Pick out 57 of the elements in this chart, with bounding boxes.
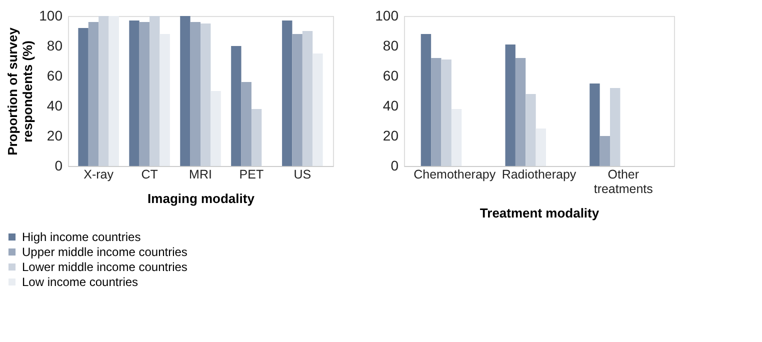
y-tick-label: 60 xyxy=(382,68,399,84)
bar xyxy=(251,109,262,166)
legend-label: Upper middle income countries xyxy=(22,245,188,259)
bar xyxy=(129,20,140,166)
y-tick-label: 80 xyxy=(382,38,399,54)
y-tick-label: 0 xyxy=(54,158,63,174)
bar xyxy=(231,46,242,166)
y-tick-label: 40 xyxy=(46,98,63,114)
bar xyxy=(505,44,516,166)
bar xyxy=(536,128,546,166)
x-tick-label: Chemotherapy xyxy=(414,168,496,182)
bar xyxy=(610,88,620,166)
bar xyxy=(302,31,313,166)
y-tick-label: 20 xyxy=(46,128,63,144)
bar xyxy=(108,16,119,166)
bar xyxy=(312,54,323,166)
bar xyxy=(200,24,211,166)
x-tick-label: Radiotherapy xyxy=(502,168,577,182)
bar xyxy=(282,20,292,166)
y-tick-label: 20 xyxy=(382,128,399,144)
x-tick-label: CT xyxy=(141,168,158,182)
y-tick-label: 40 xyxy=(382,98,399,114)
y-axis-title: Proportion of survey respondents (%) xyxy=(5,26,36,156)
bar xyxy=(88,22,99,166)
bar xyxy=(526,94,536,166)
bar xyxy=(139,22,150,166)
x-axis-title: Treatment modality xyxy=(480,206,600,220)
y-tick-label: 60 xyxy=(46,68,63,84)
bar xyxy=(160,34,170,166)
bar xyxy=(180,16,190,166)
y-tick-label: 100 xyxy=(39,8,63,24)
legend-label: Lower middle income countries xyxy=(22,260,188,274)
bar xyxy=(190,22,200,166)
bar xyxy=(600,136,610,166)
x-tick-label: PET xyxy=(239,168,264,182)
x-axis-title: Imaging modality xyxy=(148,191,256,206)
x-tick-label: Other treatments xyxy=(594,168,653,196)
bar xyxy=(441,60,452,166)
bar xyxy=(451,109,462,166)
y-tick-label: 100 xyxy=(375,8,399,24)
bar xyxy=(420,34,432,166)
bar xyxy=(210,91,221,166)
legend-label: Low income countries xyxy=(22,275,138,289)
bar xyxy=(241,82,252,166)
bar xyxy=(78,28,88,166)
y-tick-label: 80 xyxy=(46,38,63,54)
x-tick-label: MRI xyxy=(189,168,212,182)
bar xyxy=(515,58,526,166)
bar xyxy=(590,84,600,166)
bar xyxy=(292,34,302,166)
bar xyxy=(150,16,160,166)
x-tick-label: US xyxy=(294,168,312,182)
x-tick-label: X-ray xyxy=(84,168,114,182)
bar xyxy=(98,16,109,166)
y-tick-label: 0 xyxy=(390,158,399,174)
bar xyxy=(431,58,442,166)
legend-label: High income countries xyxy=(22,230,141,244)
